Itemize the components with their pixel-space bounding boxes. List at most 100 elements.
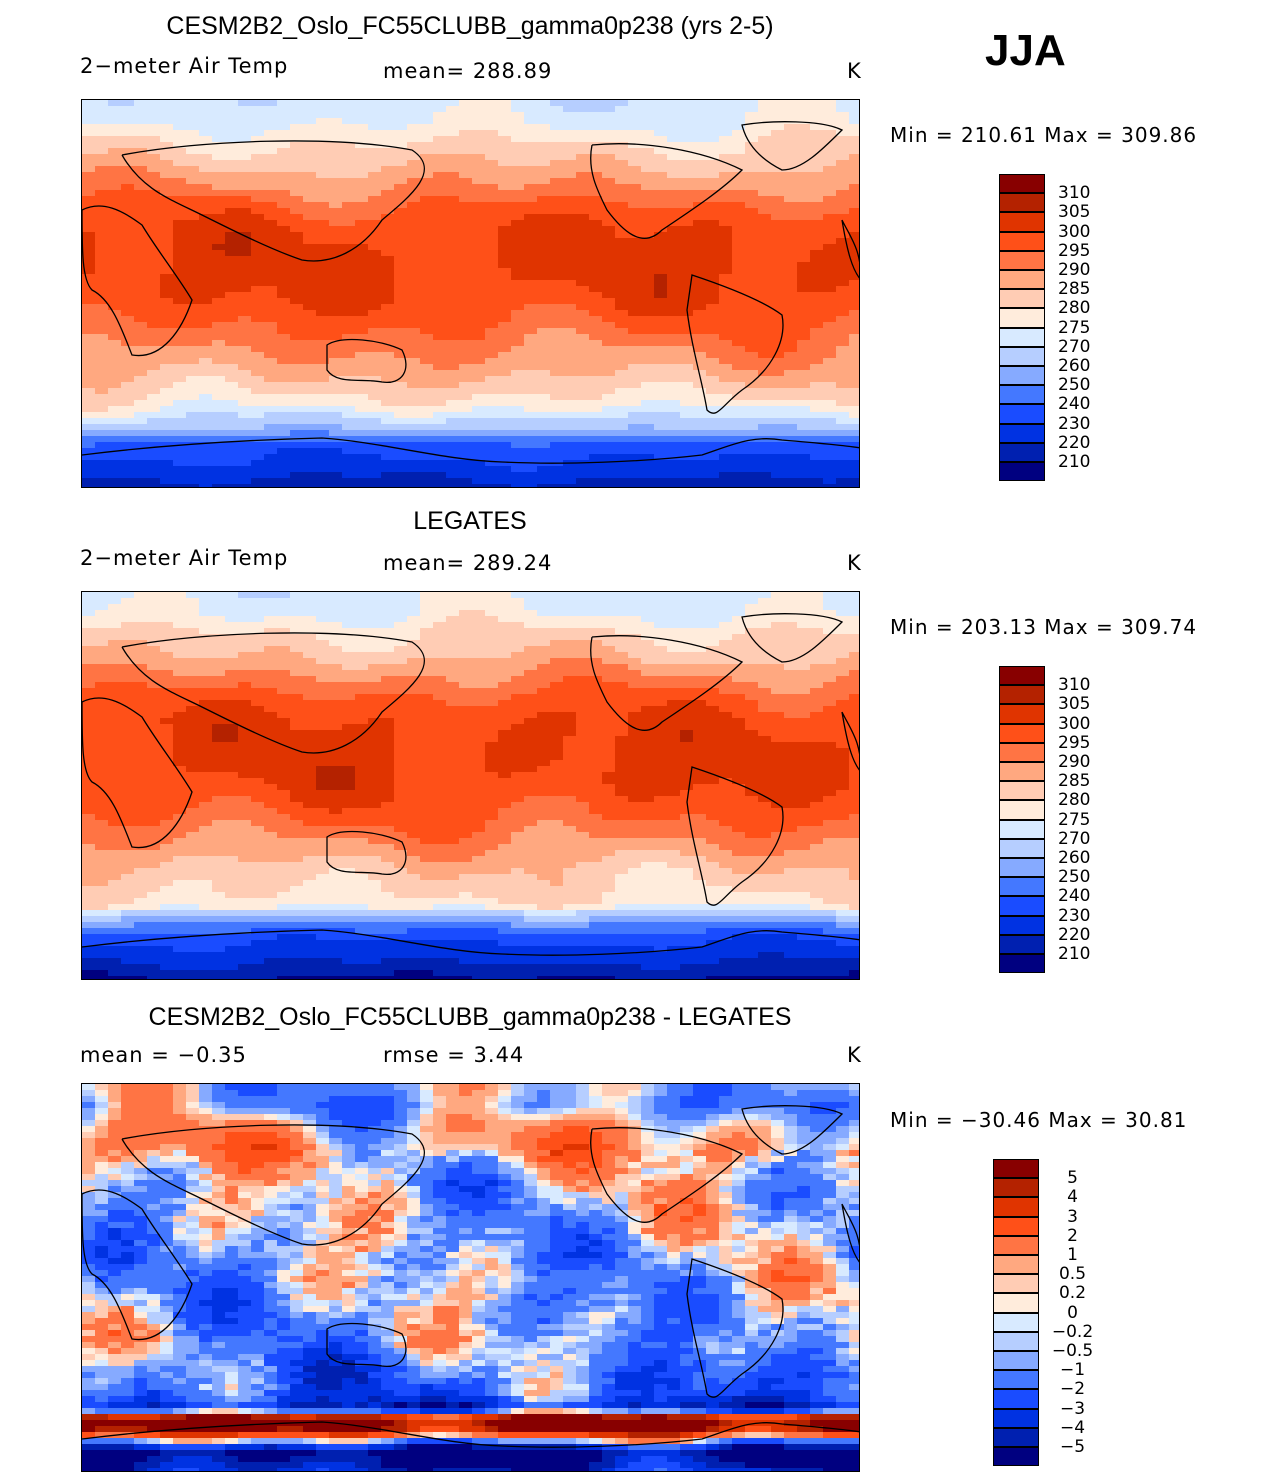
map-cell bbox=[576, 328, 590, 335]
map-cell bbox=[797, 418, 811, 425]
map-cell bbox=[524, 604, 538, 611]
map-cell bbox=[615, 100, 629, 107]
map-cell bbox=[160, 640, 174, 647]
map-cell bbox=[433, 214, 447, 221]
map-cell bbox=[316, 148, 330, 155]
map-cell bbox=[719, 148, 733, 155]
map-cell bbox=[719, 646, 733, 653]
map-cell bbox=[602, 406, 616, 413]
map-cell bbox=[355, 460, 369, 467]
map-cell bbox=[264, 670, 278, 677]
map-cell bbox=[667, 280, 681, 287]
map-cell bbox=[186, 202, 200, 209]
map-cell bbox=[446, 382, 460, 389]
map-cell bbox=[823, 358, 837, 365]
map-cell bbox=[381, 622, 395, 629]
map-cell bbox=[680, 400, 694, 407]
map-cell bbox=[732, 148, 746, 155]
map-cell bbox=[810, 202, 824, 209]
map-cell bbox=[212, 208, 226, 215]
map-cell bbox=[134, 682, 148, 689]
map-cell bbox=[212, 622, 226, 629]
map-cell bbox=[355, 640, 369, 647]
map-cell bbox=[368, 352, 382, 359]
map-cell bbox=[849, 622, 859, 629]
map-cell bbox=[849, 250, 859, 257]
map-cell bbox=[329, 112, 343, 119]
map-cell bbox=[368, 322, 382, 329]
map-cell bbox=[459, 424, 473, 431]
map-cell bbox=[199, 418, 213, 425]
map-cell bbox=[186, 658, 200, 665]
map-cell bbox=[160, 172, 174, 179]
map-cell bbox=[303, 622, 317, 629]
map-cell bbox=[667, 346, 681, 353]
map-cell bbox=[160, 106, 174, 113]
map-cell bbox=[82, 406, 96, 413]
map-cell bbox=[472, 112, 486, 119]
map-cell bbox=[706, 328, 720, 335]
map-cell bbox=[251, 682, 265, 689]
map-cell bbox=[82, 250, 96, 257]
map-cell bbox=[719, 400, 733, 407]
map-cell bbox=[823, 100, 837, 107]
map-cell bbox=[485, 448, 499, 455]
map-cell bbox=[251, 250, 265, 257]
map-cell bbox=[771, 472, 785, 479]
map-cell bbox=[498, 328, 512, 335]
map-cell bbox=[537, 394, 551, 401]
map-cell bbox=[303, 616, 317, 623]
map-cell bbox=[849, 394, 859, 401]
map-cell bbox=[823, 214, 837, 221]
map-cell bbox=[498, 424, 512, 431]
map-cell bbox=[173, 298, 187, 305]
map-cell bbox=[771, 316, 785, 323]
map-cell bbox=[173, 640, 187, 647]
map-cell bbox=[823, 118, 837, 125]
map-cell bbox=[420, 232, 434, 239]
map-cell bbox=[368, 256, 382, 263]
map-cell bbox=[433, 130, 447, 137]
map-cell bbox=[316, 376, 330, 383]
map-cell bbox=[342, 178, 356, 185]
map-cell bbox=[654, 262, 668, 269]
map-cell bbox=[472, 130, 486, 137]
map-cell bbox=[628, 328, 642, 335]
map-cell bbox=[134, 484, 148, 487]
map-cell bbox=[524, 640, 538, 647]
map-cell bbox=[537, 268, 551, 275]
map-cell bbox=[186, 664, 200, 671]
map-cell bbox=[576, 688, 590, 695]
map-cell bbox=[134, 214, 148, 221]
map-cell bbox=[264, 406, 278, 413]
map-cell bbox=[394, 340, 408, 347]
map-cell bbox=[641, 358, 655, 365]
map-cell bbox=[693, 250, 707, 257]
map-cell bbox=[628, 346, 642, 353]
map-cell bbox=[732, 208, 746, 215]
map-cell bbox=[238, 322, 252, 329]
map-cell bbox=[82, 388, 96, 395]
map-cell bbox=[732, 112, 746, 119]
map-cell bbox=[589, 274, 603, 281]
map-cell bbox=[225, 100, 239, 107]
map-cell bbox=[537, 136, 551, 143]
map-cell bbox=[212, 406, 226, 413]
map-cell bbox=[667, 364, 681, 371]
map-cell bbox=[628, 598, 642, 605]
map-cell bbox=[797, 460, 811, 467]
map-cell bbox=[550, 304, 564, 311]
map-cell bbox=[82, 454, 96, 461]
map-cell bbox=[758, 322, 772, 329]
map-cell bbox=[576, 208, 590, 215]
map-cell bbox=[277, 370, 291, 377]
map-cell bbox=[238, 388, 252, 395]
map-cell bbox=[277, 316, 291, 323]
map-cell bbox=[823, 610, 837, 617]
map-cell bbox=[95, 124, 109, 131]
map-cell bbox=[368, 400, 382, 407]
map-cell bbox=[602, 166, 616, 173]
map-cell bbox=[836, 676, 850, 683]
map-cell bbox=[277, 394, 291, 401]
map-cell bbox=[641, 670, 655, 677]
